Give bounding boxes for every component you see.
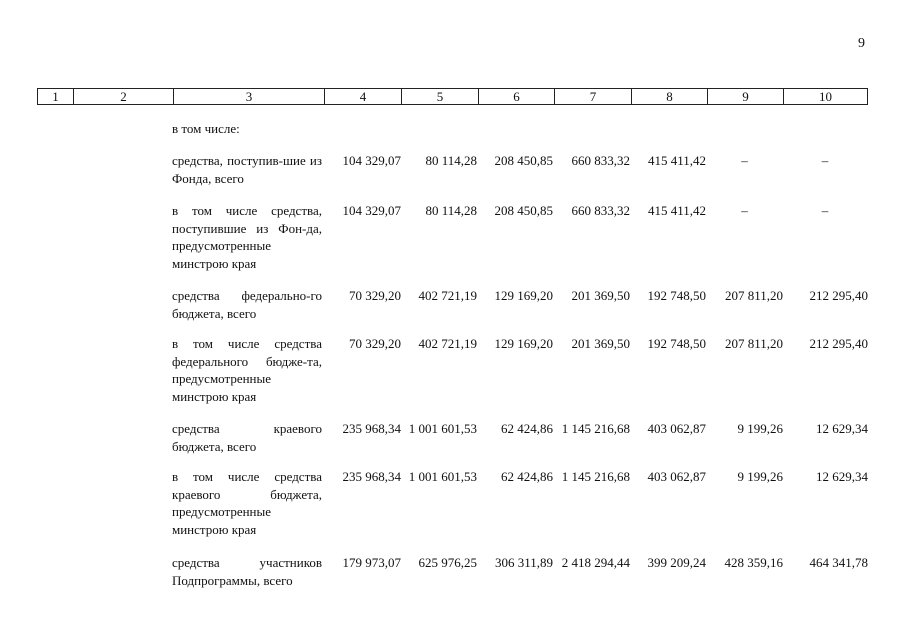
- value-cell: 70 329,20: [349, 288, 401, 303]
- value-cell: 207 811,20: [724, 336, 783, 351]
- header-cell: 8: [631, 89, 707, 104]
- value-cell: 415 411,42: [647, 153, 706, 168]
- header-cell: 6: [478, 89, 554, 104]
- header-cell: 9: [707, 89, 783, 104]
- value-cell: 212 295,40: [809, 336, 869, 351]
- table-header-row: 1 2 3 4 5 6 7 8 9 10: [37, 88, 868, 105]
- value-cell: 1 145 216,68: [561, 469, 630, 484]
- value-cell: 12 629,34: [816, 469, 868, 484]
- value-cell: –: [741, 203, 748, 218]
- value-cell: 399 209,24: [647, 555, 707, 570]
- value-cell: 80 114,28: [425, 153, 477, 168]
- value-cell: 104 329,07: [342, 203, 402, 218]
- value-cell: 1 001 601,53: [408, 421, 477, 436]
- value-cell: 660 833,32: [571, 203, 631, 218]
- value-cell: 208 450,85: [494, 203, 554, 218]
- value-cell: 129 169,20: [494, 288, 554, 303]
- value-cell: 62 424,86: [501, 469, 553, 484]
- value-cell: 415 411,42: [647, 203, 706, 218]
- value-cell: 660 833,32: [571, 153, 631, 168]
- header-cell: 1: [52, 89, 59, 104]
- value-cell: 402 721,19: [418, 288, 478, 303]
- value-cell: 208 450,85: [494, 153, 554, 168]
- value-cell: 9 199,26: [737, 421, 784, 436]
- row-label: средства участников Подпрограммы, всего: [172, 555, 322, 588]
- value-cell: –: [741, 153, 748, 168]
- row-label: в том числе средства краевого бюджета, п…: [172, 469, 322, 537]
- value-cell: –: [821, 203, 829, 218]
- value-cell: 129 169,20: [494, 336, 554, 351]
- value-cell: 192 748,50: [647, 336, 707, 351]
- value-cell: 235 968,34: [342, 469, 402, 484]
- header-cell: 10: [783, 89, 867, 104]
- header-cell: 7: [554, 89, 631, 104]
- value-cell: 1 001 601,53: [408, 469, 477, 484]
- value-cell: 428 359,16: [724, 555, 784, 570]
- value-cell: 235 968,34: [342, 421, 402, 436]
- value-cell: 104 329,07: [342, 153, 402, 168]
- value-cell: 625 976,25: [418, 555, 478, 570]
- page-number: 9: [858, 36, 865, 51]
- row-label: средства федерально-го бюджета, всего: [172, 288, 322, 321]
- value-cell: 201 369,50: [571, 336, 631, 351]
- header-cell: 2: [73, 89, 173, 104]
- value-cell: –: [821, 153, 829, 168]
- value-cell: 201 369,50: [571, 288, 631, 303]
- value-cell: 9 199,26: [737, 469, 784, 484]
- header-cell: 4: [324, 89, 401, 104]
- value-cell: 12 629,34: [816, 421, 868, 436]
- row-label: средства краевого бюджета, всего: [172, 421, 322, 454]
- value-cell: 179 973,07: [342, 555, 402, 570]
- value-cell: 403 062,87: [647, 421, 707, 436]
- value-cell: 62 424,86: [501, 421, 553, 436]
- value-cell: 464 341,78: [809, 555, 869, 570]
- row-label: средства, поступив-шие из Фонда, всего: [172, 153, 322, 186]
- row-label: в том числе средства, поступившие из Фон…: [172, 203, 322, 271]
- header-cell: 3: [173, 89, 324, 104]
- value-cell: 70 329,20: [349, 336, 401, 351]
- value-cell: 207 811,20: [724, 288, 783, 303]
- value-cell: 403 062,87: [647, 469, 707, 484]
- value-cell: 402 721,19: [418, 336, 478, 351]
- value-cell: 192 748,50: [647, 288, 707, 303]
- row-label: в том числе средства федерального бюдже-…: [172, 336, 322, 404]
- value-cell: 80 114,28: [425, 203, 477, 218]
- value-cell: 1 145 216,68: [561, 421, 630, 436]
- header-cell: 5: [401, 89, 478, 104]
- value-cell: 306 311,89: [494, 555, 553, 570]
- value-cell: 2 418 294,44: [561, 555, 630, 570]
- intro-text: в том числе:: [172, 121, 240, 136]
- value-cell: 212 295,40: [809, 288, 869, 303]
